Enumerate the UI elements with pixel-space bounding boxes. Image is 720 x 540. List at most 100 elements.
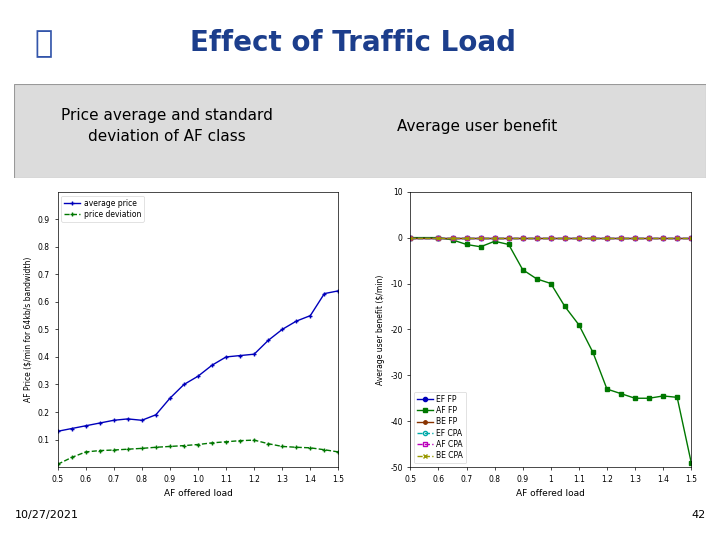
EF CPA — [560, 234, 569, 241]
AF FP — [560, 303, 569, 310]
EF FP — [659, 234, 667, 241]
price deviation — [292, 444, 301, 450]
EF FP — [687, 234, 696, 241]
BE FP — [631, 234, 639, 241]
Legend: EF FP, AF FP, BE FP, EF CPA, AF CPA, BE CPA: EF FP, AF FP, BE FP, EF CPA, AF CPA, BE … — [414, 392, 467, 463]
BE FP — [659, 234, 667, 241]
average price — [194, 373, 202, 380]
AF FP — [490, 238, 499, 245]
AF CPA — [616, 234, 625, 241]
BE CPA — [533, 234, 541, 241]
Line: AF CPA: AF CPA — [408, 235, 693, 240]
BE CPA — [462, 234, 471, 241]
Text: 🏛: 🏛 — [34, 29, 53, 58]
average price — [250, 351, 258, 357]
Line: EF CPA: EF CPA — [408, 235, 693, 240]
EF CPA — [631, 234, 639, 241]
AF FP — [448, 237, 456, 243]
EF CPA — [504, 234, 513, 241]
BE CPA — [546, 234, 555, 241]
BE FP — [518, 234, 527, 241]
Line: BE CPA: BE CPA — [408, 235, 693, 240]
average price — [306, 312, 315, 319]
AF FP — [462, 241, 471, 248]
EF CPA — [575, 234, 583, 241]
EF CPA — [588, 234, 597, 241]
BE FP — [490, 234, 499, 241]
BE FP — [448, 234, 456, 241]
price deviation — [95, 447, 104, 454]
AF FP — [518, 267, 527, 273]
price deviation — [53, 461, 62, 468]
EF CPA — [434, 234, 443, 241]
BE FP — [504, 234, 513, 241]
price deviation — [81, 449, 90, 455]
EF CPA — [448, 234, 456, 241]
BE FP — [672, 234, 681, 241]
average price — [68, 426, 76, 432]
AF FP — [672, 394, 681, 401]
BE CPA — [672, 234, 681, 241]
EF CPA — [687, 234, 696, 241]
BE CPA — [434, 234, 443, 241]
EF FP — [448, 234, 456, 241]
BE CPA — [448, 234, 456, 241]
price deviation — [194, 441, 202, 448]
BE CPA — [518, 234, 527, 241]
AF CPA — [560, 234, 569, 241]
AF CPA — [672, 234, 681, 241]
Text: 42: 42 — [691, 510, 706, 520]
EF FP — [490, 234, 499, 241]
EF FP — [504, 234, 513, 241]
Line: EF FP: EF FP — [408, 235, 693, 240]
price deviation — [250, 437, 258, 443]
price deviation — [138, 445, 146, 451]
EF CPA — [546, 234, 555, 241]
EF FP — [631, 234, 639, 241]
average price — [124, 416, 132, 422]
EF FP — [546, 234, 555, 241]
price deviation — [278, 443, 287, 450]
AF FP — [645, 395, 654, 402]
AF FP — [546, 280, 555, 287]
average price — [278, 326, 287, 333]
BE CPA — [490, 234, 499, 241]
EF CPA — [490, 234, 499, 241]
BE FP — [560, 234, 569, 241]
BE FP — [687, 234, 696, 241]
average price — [334, 288, 343, 294]
BE FP — [533, 234, 541, 241]
AF CPA — [645, 234, 654, 241]
BE FP — [406, 234, 415, 241]
EF CPA — [462, 234, 471, 241]
average price — [109, 417, 118, 423]
average price — [95, 420, 104, 426]
average price — [320, 291, 328, 297]
average price — [53, 428, 62, 435]
EF CPA — [477, 234, 485, 241]
BE CPA — [645, 234, 654, 241]
EF CPA — [672, 234, 681, 241]
AF CPA — [448, 234, 456, 241]
BE CPA — [616, 234, 625, 241]
AF CPA — [546, 234, 555, 241]
EF CPA — [645, 234, 654, 241]
BE CPA — [631, 234, 639, 241]
price deviation — [180, 442, 189, 449]
AF FP — [588, 349, 597, 356]
BE FP — [434, 234, 443, 241]
EF CPA — [518, 234, 527, 241]
BE CPA — [603, 234, 611, 241]
X-axis label: AF offered load: AF offered load — [516, 489, 585, 498]
EF CPA — [533, 234, 541, 241]
EF FP — [645, 234, 654, 241]
BE CPA — [504, 234, 513, 241]
price deviation — [222, 438, 230, 445]
average price — [81, 422, 90, 429]
Line: BE FP: BE FP — [409, 236, 693, 239]
AF FP — [687, 459, 696, 465]
AF CPA — [477, 234, 485, 241]
price deviation — [334, 449, 343, 455]
AF FP — [603, 386, 611, 392]
AF CPA — [518, 234, 527, 241]
